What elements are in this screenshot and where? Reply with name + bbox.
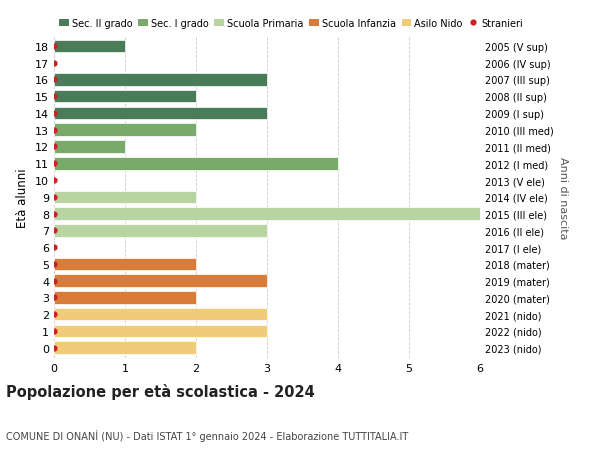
Bar [54, 224, 267, 237]
Bar [54, 191, 196, 204]
Legend: Sec. II grado, Sec. I grado, Scuola Primaria, Scuola Infanzia, Asilo Nido, Stran: Sec. II grado, Sec. I grado, Scuola Prim… [59, 19, 523, 28]
Y-axis label: Anni di nascita: Anni di nascita [557, 156, 568, 239]
Bar [54, 74, 267, 86]
Bar [54, 325, 267, 337]
Bar [54, 208, 480, 220]
Bar [54, 308, 267, 321]
Bar [54, 258, 196, 271]
Bar [54, 124, 196, 137]
Y-axis label: Età alunni: Età alunni [16, 168, 29, 227]
Bar [54, 40, 125, 53]
Bar [54, 91, 196, 103]
Bar [54, 141, 125, 153]
Bar [54, 291, 196, 304]
Bar [54, 275, 267, 287]
Bar [54, 107, 267, 120]
Bar [54, 157, 338, 170]
Text: COMUNE DI ONANÌ (NU) - Dati ISTAT 1° gennaio 2024 - Elaborazione TUTTITALIA.IT: COMUNE DI ONANÌ (NU) - Dati ISTAT 1° gen… [6, 429, 408, 441]
Text: Popolazione per età scolastica - 2024: Popolazione per età scolastica - 2024 [6, 383, 315, 399]
Bar [54, 341, 196, 354]
